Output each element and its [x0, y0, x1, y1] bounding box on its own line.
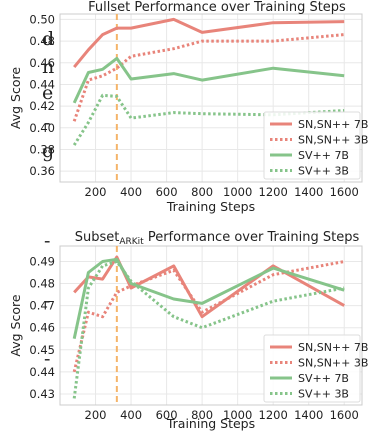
x-tick-label: 800	[191, 185, 213, 199]
y-tick-label: 0.40	[29, 121, 55, 135]
x-axis-label: Training Steps	[166, 199, 255, 214]
series-line	[73, 255, 345, 319]
legend-box	[263, 111, 361, 180]
y-tick-label: 0.48	[29, 277, 55, 291]
y-tick-label: 0.47	[29, 299, 55, 313]
series-line	[72, 260, 345, 399]
x-tick-label: 600	[156, 185, 178, 199]
legend-box	[263, 334, 361, 403]
legend-label: SN,SN++ 7B	[298, 118, 368, 131]
y-tick-label: 0.46	[29, 321, 55, 335]
x-tick-label: 400	[120, 185, 142, 199]
plot-frame	[59, 13, 363, 183]
text-fragment: -	[44, 230, 51, 252]
x-tick-label: 800	[191, 408, 213, 422]
x-tick-label: 1600	[330, 408, 359, 422]
x-tick-label: 600	[156, 408, 178, 422]
x-tick-label: 200	[85, 408, 107, 422]
legend-label: SV++ 3B	[298, 388, 349, 401]
x-tick-label: 1600	[330, 185, 359, 199]
series-line	[73, 17, 345, 69]
y-tick-label: 0.48	[29, 34, 55, 48]
text-fragment: e	[42, 82, 54, 104]
series-line	[72, 260, 345, 373]
y-tick-label: 0.49	[29, 254, 55, 268]
x-tick-label: 1000	[223, 408, 252, 422]
text-fragment: -	[44, 112, 51, 134]
text-fragment: n	[42, 56, 55, 78]
text-fragment: d	[42, 28, 55, 50]
y-tick-label: 0.36	[29, 164, 55, 178]
x-tick-label: 1000	[223, 185, 252, 199]
legend: SN,SN++ 7B SN,SN++ 3B SV++ 7B SV++ 3B	[263, 111, 368, 180]
x-tick-label: 1200	[259, 185, 288, 199]
y-axis-label: Avg Score	[8, 294, 23, 356]
y-tick-label: 0.38	[29, 142, 55, 156]
chart-title: Fullset Performance over Training Steps	[88, 0, 346, 15]
y-tick-label: 0.50	[29, 12, 55, 26]
x-tick-label: 1400	[294, 408, 323, 422]
y-tick-label: 0.46	[29, 56, 55, 70]
x-axis-label: Training Steps	[166, 416, 255, 431]
chart-1: 0.36 0.38 0.40 0.42 0.44 0.46 0.48 0.50 200 400 60…	[8, 0, 368, 214]
text-fragment: -	[44, 290, 51, 312]
x-tick-label: 1400	[294, 185, 323, 199]
series-line	[72, 257, 345, 340]
legend: SN,SN++ 7B SN,SN++ 3B SV++ 7B SV++ 3B	[263, 334, 368, 403]
chart-2: 0.43 0.44 0.45 0.46 0.47 0.48 0.49 200 400 600 800…	[8, 230, 368, 431]
y-axis-label: Avg Score	[8, 67, 23, 129]
text-fragment: g	[42, 140, 55, 162]
legend-label: SN,SN++ 3B	[298, 357, 368, 370]
x-tick-label: 200	[85, 185, 107, 199]
legend-label: SN,SN++ 3B	[298, 134, 368, 147]
legend-label: SV++ 7B	[298, 372, 349, 385]
x-tick-label: 1200	[259, 408, 288, 422]
x-tick-label: 400	[120, 408, 142, 422]
legend-label: SN,SN++ 7B	[298, 341, 368, 354]
legend-label: SV++ 7B	[298, 149, 349, 162]
chart-title: SubsetARKit Performance over Training St…	[75, 230, 360, 247]
series-line	[72, 93, 345, 146]
series-line	[72, 56, 345, 104]
plot-frame	[59, 245, 363, 406]
text-fragment: -	[44, 348, 51, 370]
y-tick-label: 0.45	[29, 343, 55, 357]
y-tick-label: 0.44	[29, 77, 55, 91]
legend-label: SV++ 3B	[298, 165, 349, 178]
y-tick-label: 0.43	[29, 387, 55, 401]
y-tick-label: 0.44	[29, 365, 55, 379]
y-tick-label: 0.42	[29, 99, 55, 113]
